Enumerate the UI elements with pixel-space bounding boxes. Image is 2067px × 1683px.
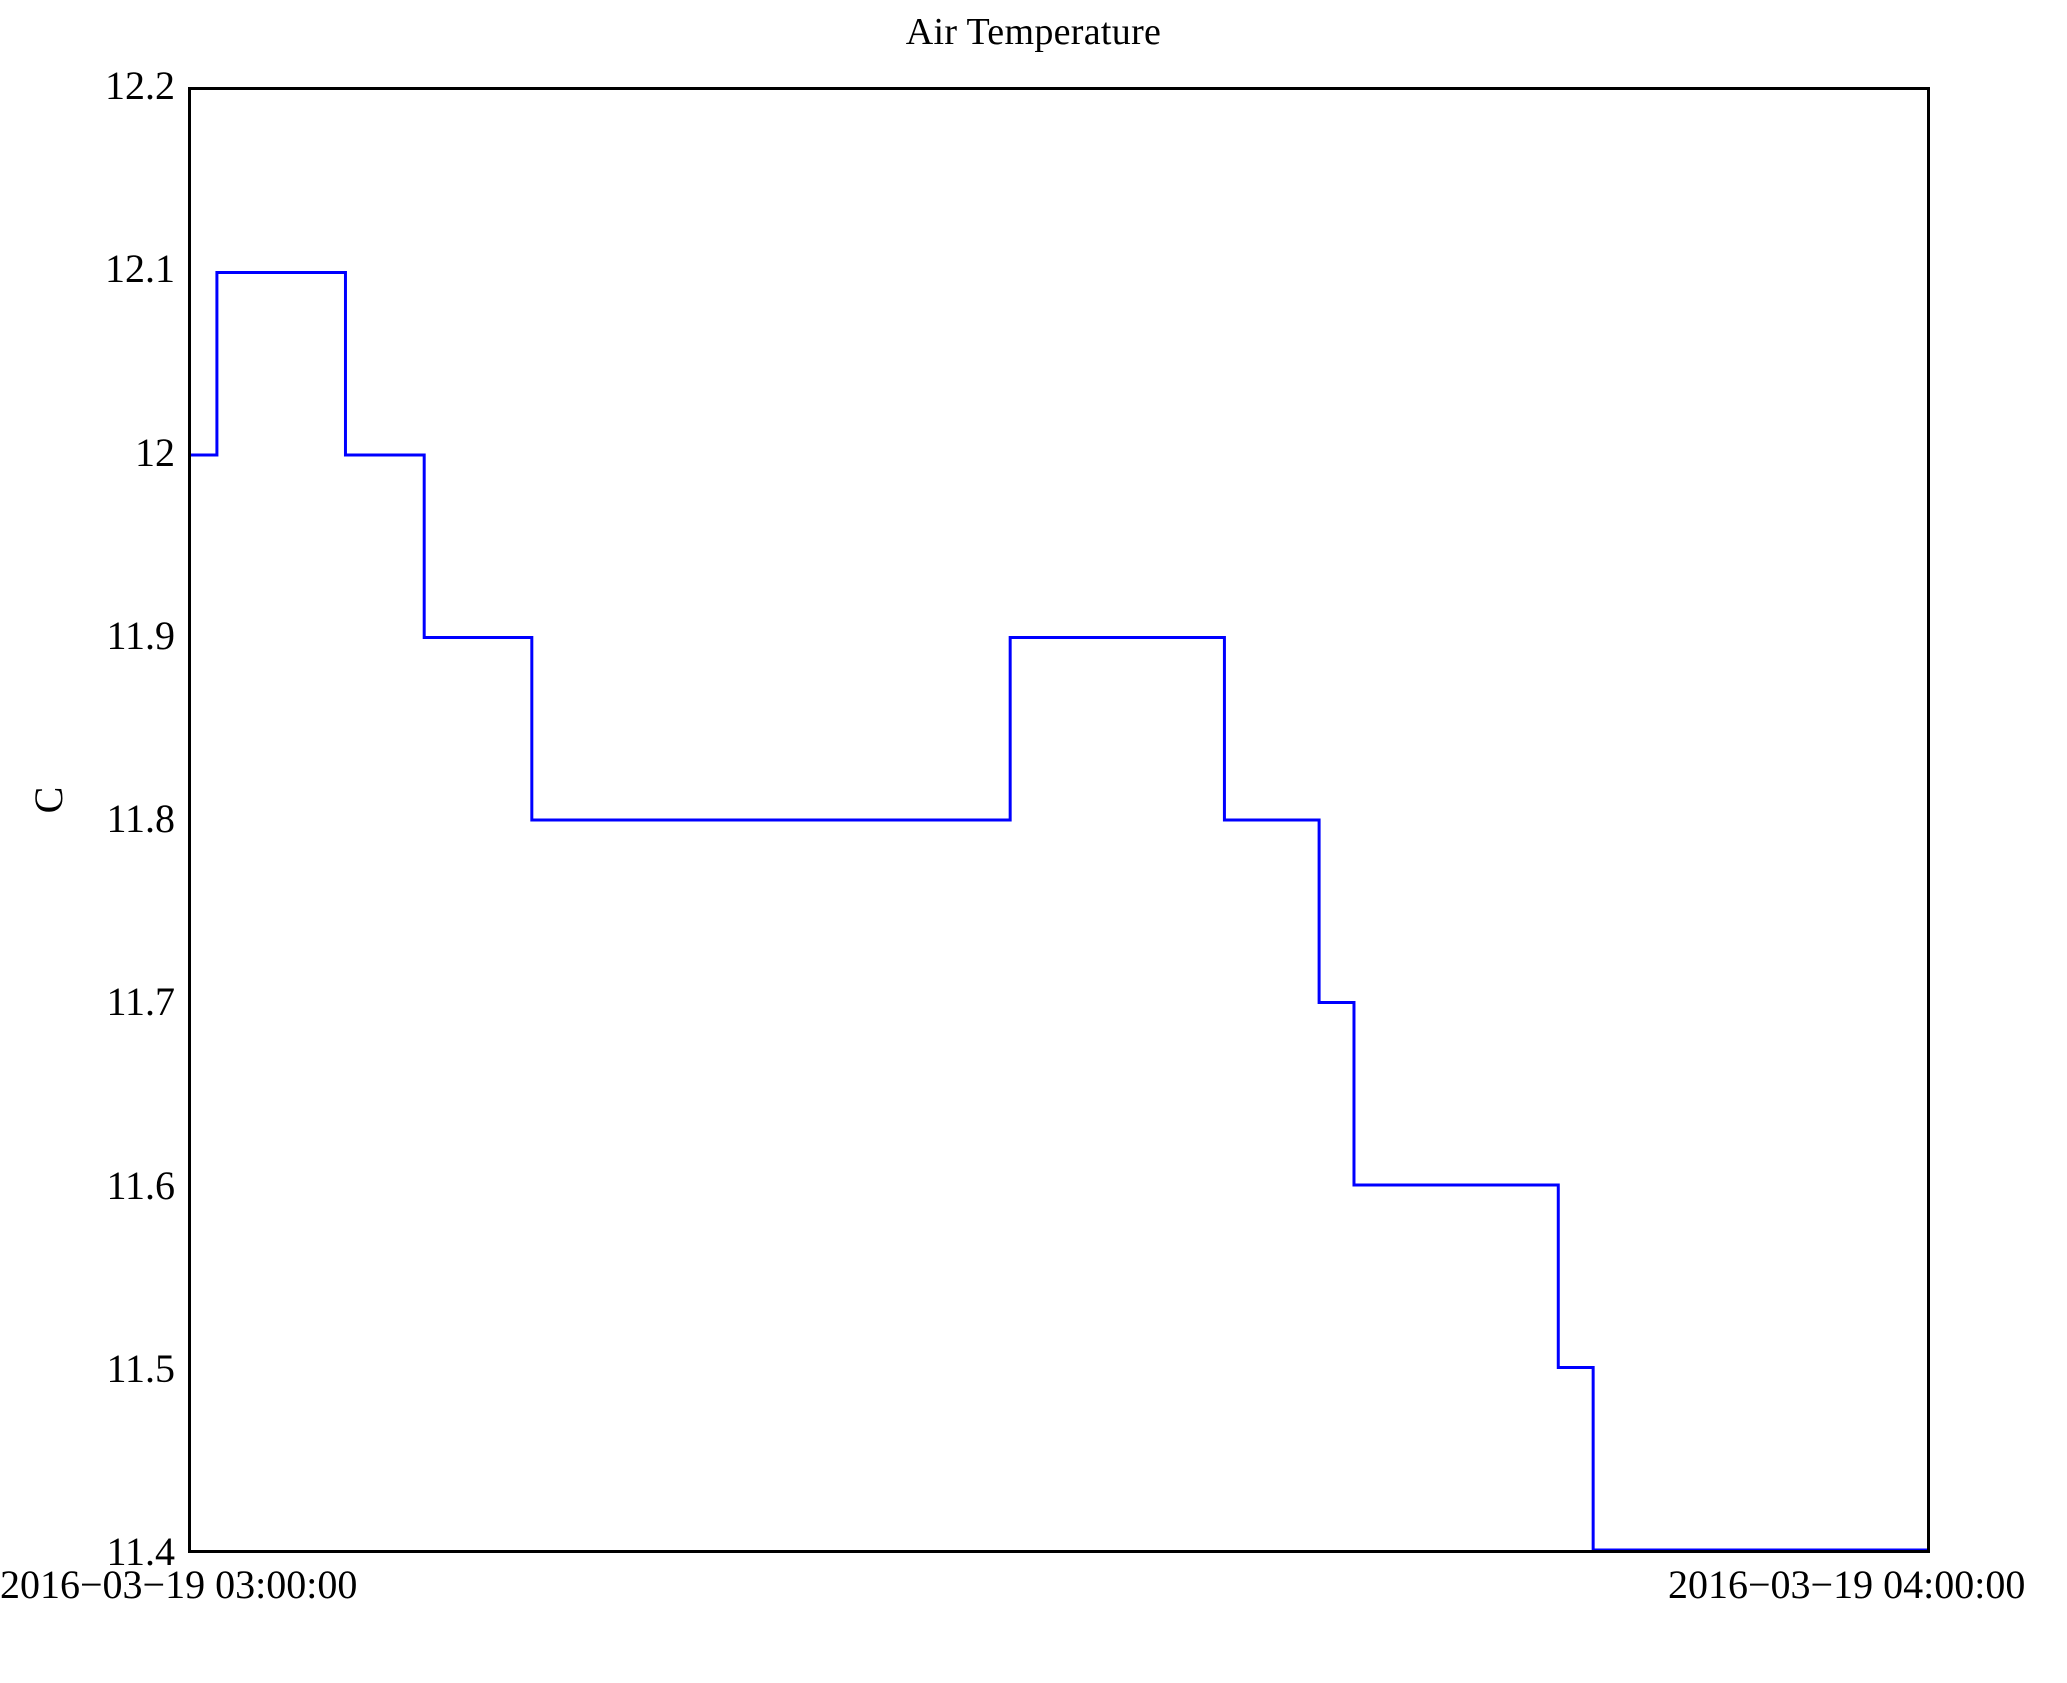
temperature-step-line: [191, 271, 1927, 1550]
y-tick-label: 11.5: [106, 1345, 175, 1391]
y-tick-label: 11.8: [106, 796, 175, 841]
x-tick-label-start: 2016−03−19 03:00:00: [0, 1562, 358, 1607]
y-tick-label: 11.6: [106, 1162, 175, 1208]
y-tick-label: 12.2: [105, 63, 175, 108]
plot-area: [188, 87, 1930, 1553]
y-tick-label: 11.4: [106, 1529, 175, 1574]
x-tick-label-end: 2016−03−19 04:00:00: [1668, 1562, 2026, 1607]
series-polyline-air-temperature: [191, 271, 1927, 1550]
y-tick-label: 11.7: [106, 979, 175, 1025]
chart-title: Air Temperature: [905, 11, 1162, 53]
y-tick-label: 11.9: [106, 612, 175, 658]
y-tick-label: 12.1: [105, 246, 175, 292]
y-tick-label: 12: [135, 429, 175, 475]
